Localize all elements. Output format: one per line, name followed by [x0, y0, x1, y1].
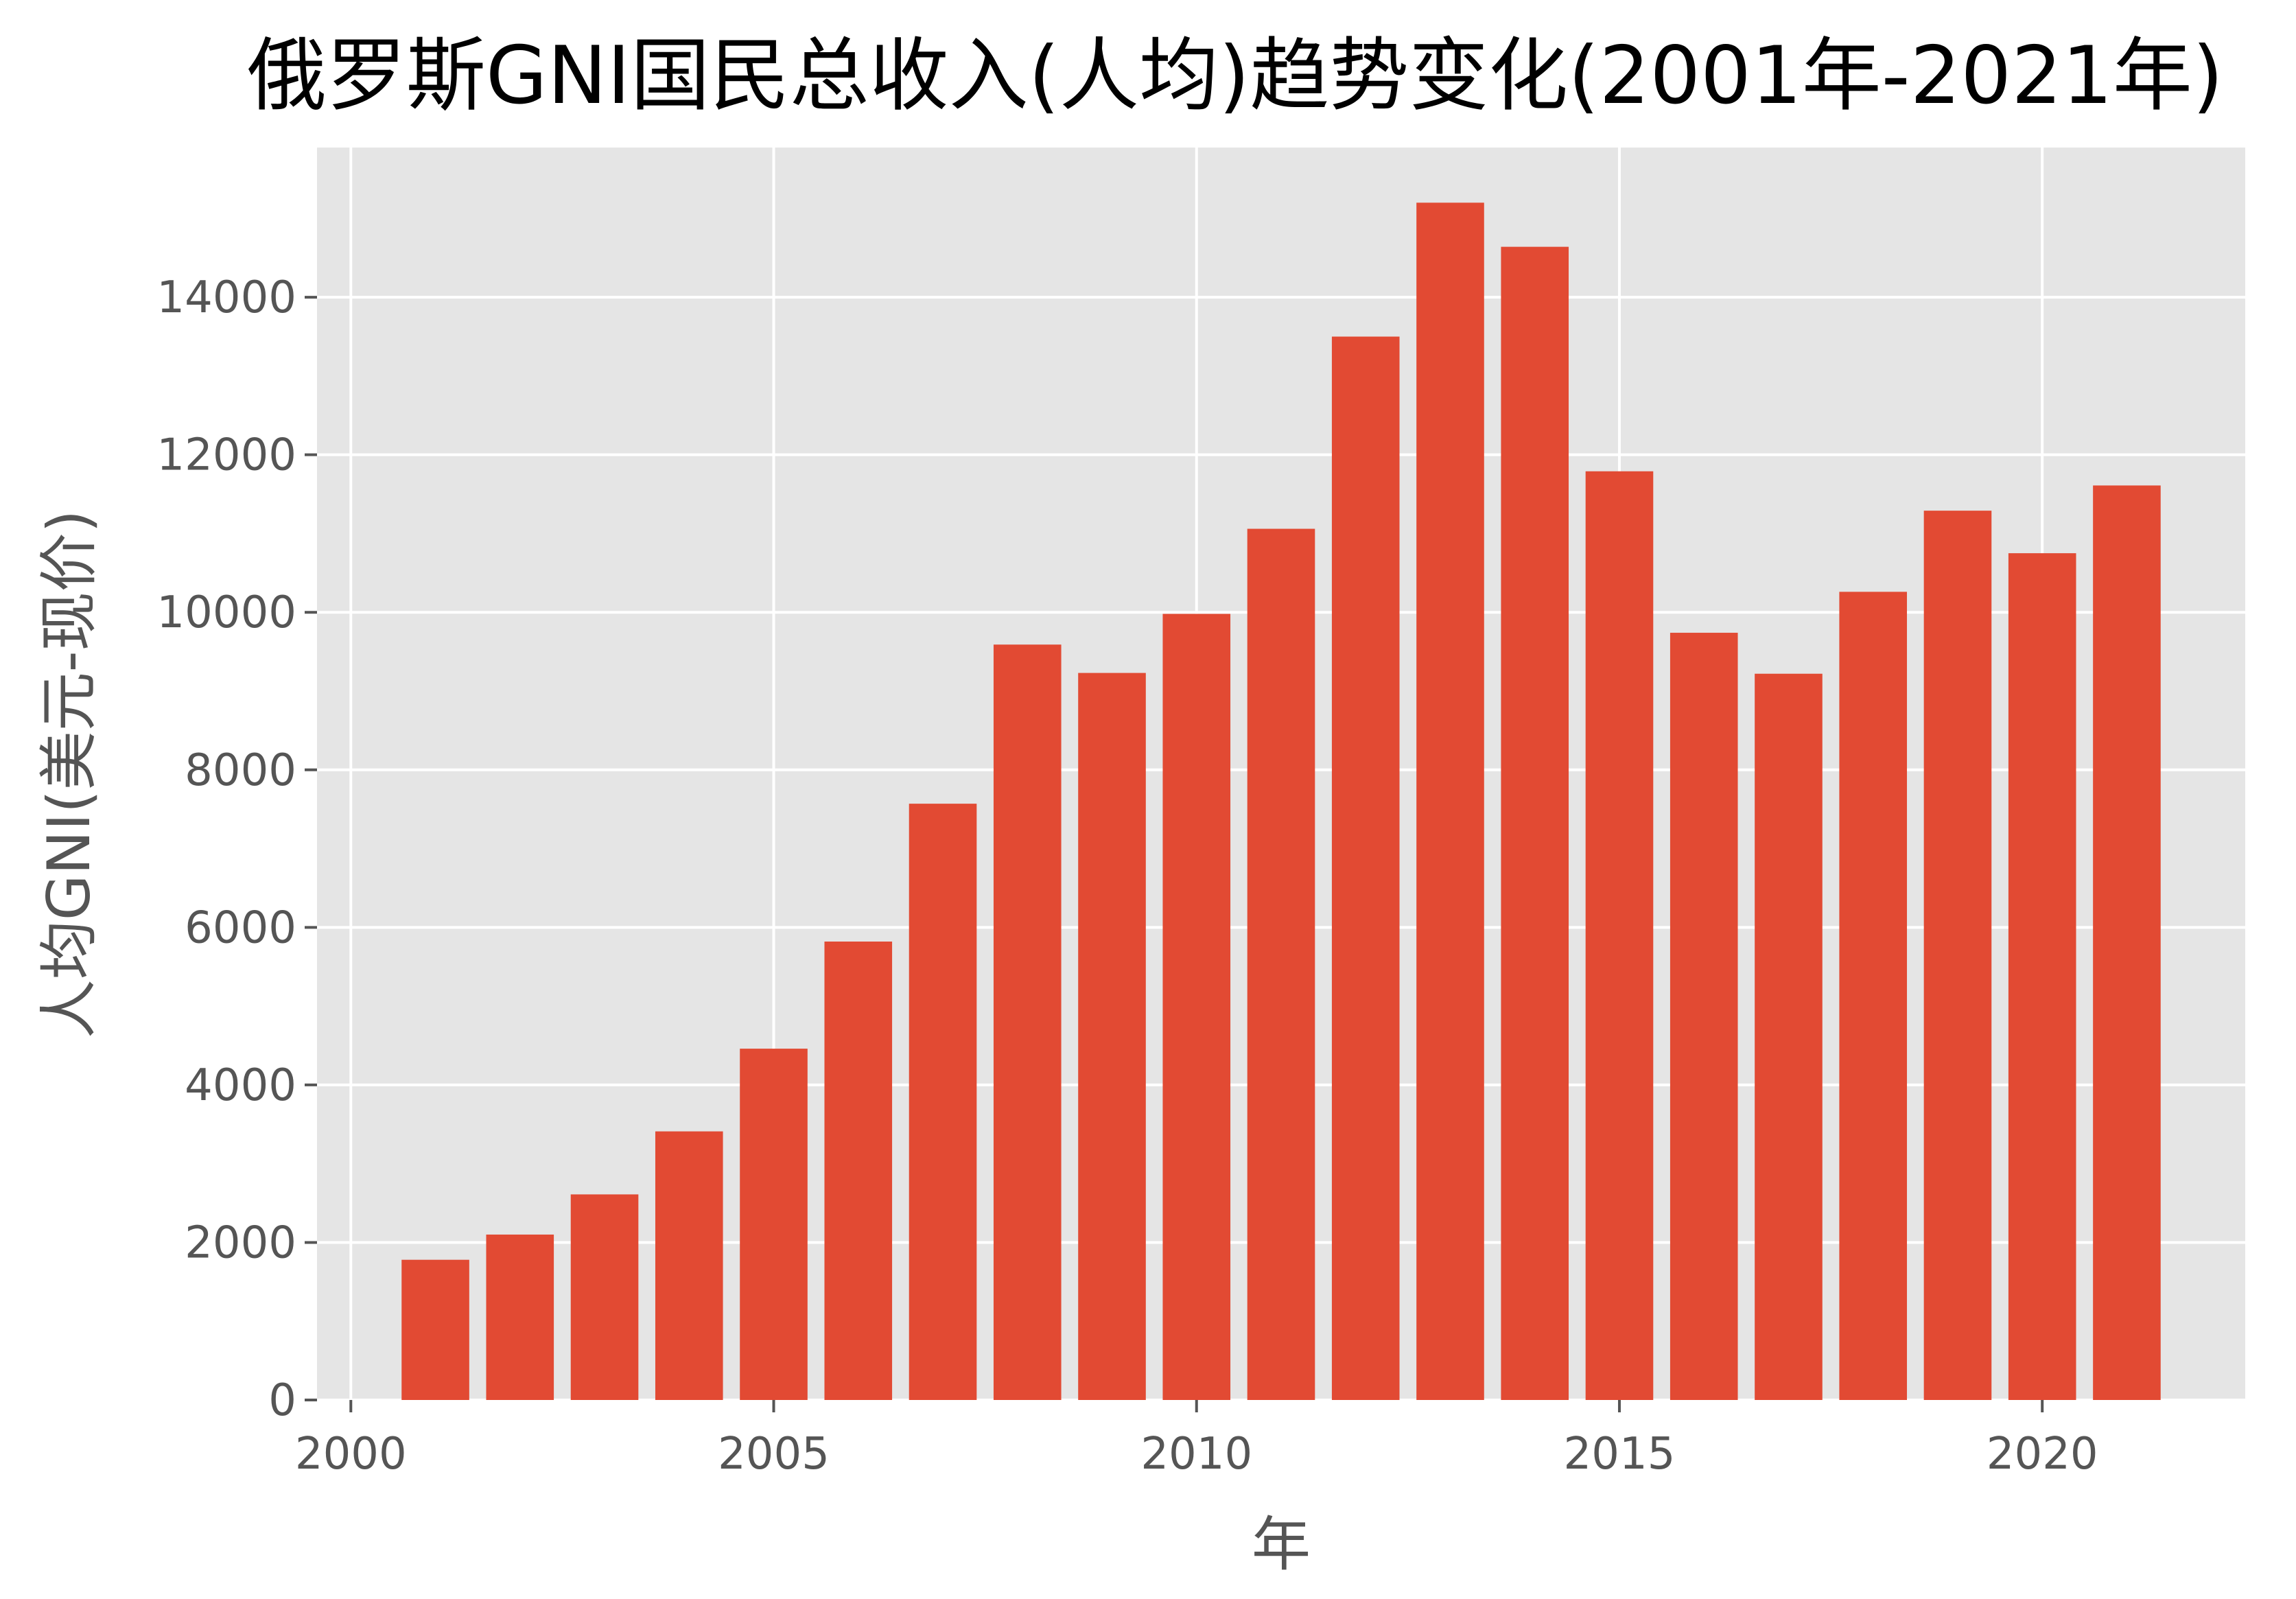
bar-2018 — [1839, 592, 1908, 1400]
bar-2008 — [993, 644, 1062, 1400]
bar-2012 — [1331, 336, 1400, 1401]
x-tick-label: 2015 — [1564, 1429, 1676, 1480]
x-tick-label: 2010 — [1140, 1429, 1252, 1480]
bar-2021 — [2093, 485, 2161, 1400]
bar-2002 — [486, 1234, 554, 1400]
bar-2007 — [909, 804, 977, 1400]
axis-ticks: 2000 2005 2010 2015 202002000400060008000100… — [156, 272, 2098, 1480]
bar-2014 — [1501, 246, 1569, 1400]
y-axis-label: 人均GNI(美元-现价) — [35, 510, 104, 1038]
bar-2004 — [655, 1131, 723, 1400]
bar-2016 — [1670, 633, 1738, 1401]
bar-2010 — [1162, 614, 1231, 1400]
bar-2011 — [1247, 528, 1315, 1400]
x-axis-label: 年 — [1252, 1510, 1311, 1579]
x-tick-label: 2020 — [1987, 1429, 2098, 1480]
bar-2003 — [570, 1194, 639, 1400]
x-tick-label: 2005 — [718, 1429, 830, 1480]
y-tick-label: 6000 — [185, 902, 296, 953]
bar-2009 — [1078, 673, 1146, 1400]
y-tick-label: 4000 — [185, 1060, 296, 1111]
bar-2001 — [401, 1259, 469, 1400]
y-tick-label: 2000 — [185, 1217, 296, 1268]
y-tick-label: 14000 — [156, 272, 296, 323]
y-tick-label: 8000 — [185, 745, 296, 796]
bars — [401, 202, 2161, 1401]
y-tick-label: 10000 — [156, 587, 296, 638]
bar-2020 — [2008, 553, 2076, 1400]
x-tick-label: 2000 — [295, 1429, 407, 1480]
bar-2013 — [1416, 202, 1484, 1400]
bar-2015 — [1585, 471, 1654, 1400]
bar-2017 — [1755, 673, 1823, 1401]
bar-2005 — [740, 1049, 808, 1400]
bar-2019 — [1923, 511, 1992, 1400]
bar-2006 — [824, 941, 893, 1400]
chart-title: 俄罗斯GNI国民总收入(人均)趋势变化(2001年-2021年) — [247, 30, 2223, 122]
y-tick-label: 12000 — [156, 430, 296, 481]
y-tick-label: 0 — [268, 1375, 296, 1426]
